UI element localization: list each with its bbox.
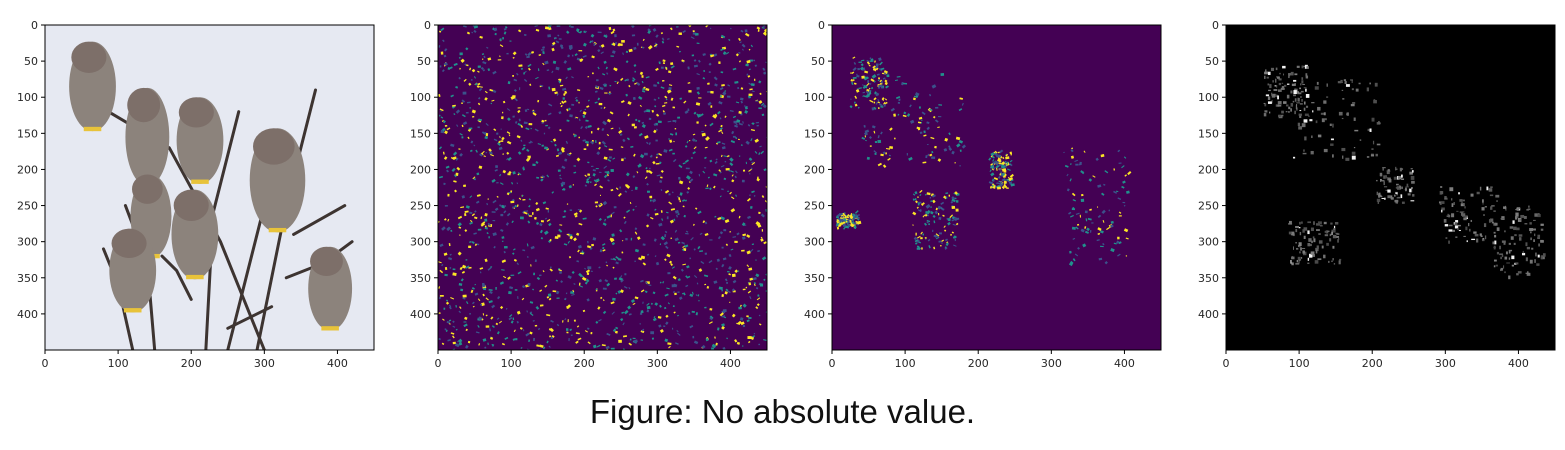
- y-tick-label: 50: [1205, 55, 1219, 68]
- y-tick-label: 300: [410, 236, 431, 249]
- x-tick-label: 0: [42, 357, 49, 370]
- y-tick-label: 300: [804, 236, 825, 249]
- y-tick-label: 250: [17, 200, 38, 213]
- figure: 0 100 200 300 400 0 50 100 150 200 250 300 350 400 0 10…: [17, 19, 1556, 370]
- y-tick-label: 200: [17, 163, 38, 176]
- y-tick-label: 200: [804, 163, 825, 176]
- panel-masked-image: 0 100 200 300 400 0 50 100 150 200 250 300 350 400: [1198, 19, 1556, 370]
- x-tick-label: 400: [720, 357, 741, 370]
- figure-caption: Figure: No absolute value.: [589, 393, 976, 430]
- x-tick-label: 100: [895, 357, 916, 370]
- y-tick-label: 150: [1198, 127, 1219, 140]
- y-tick-label: 0: [818, 19, 825, 32]
- y-tick-label: 50: [417, 55, 431, 68]
- x-tick-label: 400: [1508, 357, 1529, 370]
- x-tick-label: 0: [1223, 357, 1230, 370]
- x-tick-label: 300: [1041, 357, 1062, 370]
- x-tick-label: 300: [254, 357, 275, 370]
- y-tick-label: 250: [804, 200, 825, 213]
- x-tick-label: 300: [1435, 357, 1456, 370]
- y-tick-label: 400: [17, 308, 38, 321]
- y-tick-label: 350: [17, 272, 38, 285]
- x-tick-label: 400: [327, 357, 348, 370]
- y-tick-label: 400: [410, 308, 431, 321]
- panel-masked-image-image: [1226, 25, 1555, 350]
- x-tick-label: 200: [968, 357, 989, 370]
- panel-saliency-thresholded-frame: [831, 24, 1162, 351]
- x-tick-label: 200: [181, 357, 202, 370]
- x-tick-label: 0: [829, 357, 836, 370]
- panel-saliency-raw-image: [438, 25, 767, 350]
- y-tick-label: 300: [1198, 236, 1219, 249]
- panel-saliency-thresholded-image: [832, 25, 1161, 350]
- y-tick-label: 300: [17, 236, 38, 249]
- x-tick-label: 100: [1289, 357, 1310, 370]
- y-tick-label: 250: [1198, 200, 1219, 213]
- y-tick-label: 150: [804, 127, 825, 140]
- y-tick-label: 100: [804, 91, 825, 104]
- y-tick-label: 150: [410, 127, 431, 140]
- x-tick-label: 200: [574, 357, 595, 370]
- y-tick-label: 400: [804, 308, 825, 321]
- y-tick-label: 100: [1198, 91, 1219, 104]
- panel-original-photo: 0 100 200 300 400 0 50 100 150 200 250 300 350 400: [17, 19, 375, 370]
- y-tick-label: 50: [24, 55, 38, 68]
- y-tick-label: 350: [1198, 272, 1219, 285]
- panel-saliency-raw-frame: [437, 24, 768, 351]
- x-tick-label: 200: [1362, 357, 1383, 370]
- y-tick-label: 0: [424, 19, 431, 32]
- y-tick-label: 350: [410, 272, 431, 285]
- x-tick-label: 400: [1114, 357, 1135, 370]
- y-tick-label: 350: [804, 272, 825, 285]
- x-tick-label: 300: [647, 357, 668, 370]
- panel-original-photo-frame: [44, 24, 375, 351]
- panel-masked-image-frame: [1225, 24, 1556, 351]
- x-tick-label: 100: [108, 357, 129, 370]
- y-tick-label: 400: [1198, 308, 1219, 321]
- y-tick-label: 50: [811, 55, 825, 68]
- y-tick-label: 100: [17, 91, 38, 104]
- y-tick-label: 200: [1198, 163, 1219, 176]
- y-tick-label: 250: [410, 200, 431, 213]
- x-tick-label: 100: [501, 357, 522, 370]
- panel-saliency-raw: 0 100 200 300 400 0 50 100 150 200 250 300 350 400: [410, 19, 768, 370]
- y-tick-label: 0: [1212, 19, 1219, 32]
- panel-original-photo-image: [45, 25, 374, 350]
- y-tick-label: 0: [31, 19, 38, 32]
- y-tick-label: 150: [17, 127, 38, 140]
- x-tick-label: 0: [435, 357, 442, 370]
- panel-saliency-thresholded: 0 100 200 300 400 0 50 100 150 200 250 300 350 400: [804, 19, 1162, 370]
- y-tick-label: 100: [410, 91, 431, 104]
- y-tick-label: 200: [410, 163, 431, 176]
